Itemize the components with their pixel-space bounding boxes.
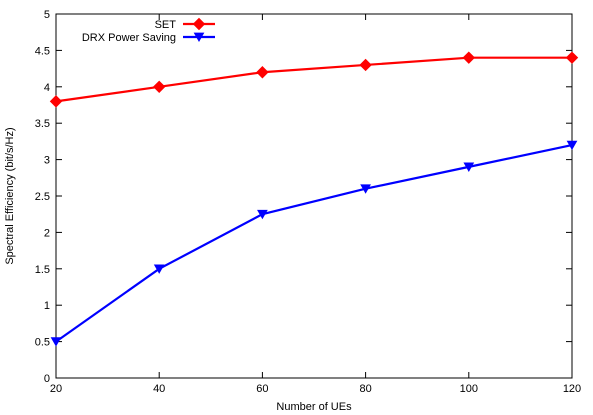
data-point (257, 209, 268, 220)
x-tick-label: 40 (153, 383, 165, 395)
y-axis-title: Spectral Efficiency (bit/s/Hz) (4, 127, 16, 264)
data-point (565, 51, 579, 64)
axis-tick-labels: 20 40 60 80 100 120 0 0.5 1 1.5 2 2.5 3 3.5 4 4.5 5 (35, 9, 581, 395)
series-layer (49, 51, 579, 347)
data-point (463, 162, 475, 172)
y-tick-label: 4.5 (35, 45, 50, 57)
series-line (55, 143, 573, 343)
data-point (462, 51, 476, 64)
x-tick-label: 120 (563, 383, 581, 395)
y-tick-label: 4 (44, 82, 50, 94)
data-point (152, 80, 166, 94)
y-tick-label: 2.5 (35, 191, 50, 203)
series-0 (49, 51, 579, 108)
y-tick-label: 1.5 (35, 264, 50, 276)
data-point (49, 95, 63, 108)
data-point (360, 184, 371, 194)
x-tick-label: 20 (50, 383, 62, 395)
legend-label: DRX Power Saving (82, 32, 176, 44)
legend-swatch-marker (193, 32, 205, 43)
legend-label: SET (155, 19, 177, 31)
y-tick-label: 5 (44, 9, 50, 21)
data-point (566, 140, 578, 151)
y-tick-label: 1 (44, 300, 50, 312)
x-axis-title: Number of UEs (276, 401, 352, 413)
y-tick-label: 0 (44, 373, 50, 385)
series-1 (50, 140, 578, 347)
x-tick-label: 60 (256, 383, 268, 395)
x-tick-label: 100 (460, 383, 478, 395)
x-tick-label: 80 (359, 383, 371, 395)
data-point (359, 58, 372, 72)
legend-swatch-marker (192, 17, 206, 31)
y-tick-label: 3.5 (35, 118, 50, 130)
axis-ticks (55, 13, 573, 379)
y-tick-label: 2 (44, 227, 50, 239)
data-point (153, 264, 165, 274)
data-point (256, 66, 269, 79)
series-line (55, 56, 572, 103)
data-point (50, 337, 62, 347)
y-tick-label: 3 (44, 155, 50, 167)
y-tick-label: 0.5 (35, 337, 50, 349)
